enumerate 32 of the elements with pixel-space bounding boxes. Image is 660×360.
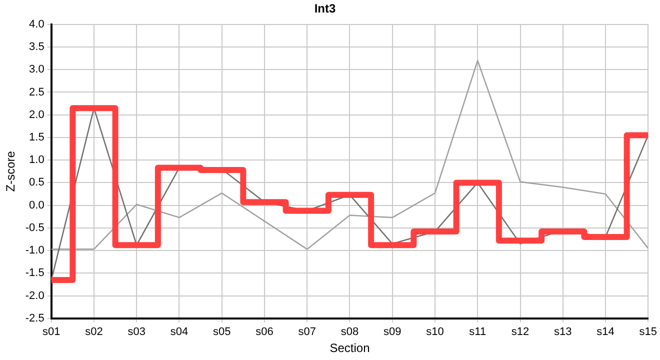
y-tick-label: -1.0 <box>25 244 44 257</box>
x-tick-label: s10 <box>426 326 444 338</box>
y-tick-label: 0.0 <box>29 199 44 212</box>
y-tick-label: -2.5 <box>25 312 44 324</box>
y-tick-label: 2.0 <box>29 108 44 121</box>
x-tick-label: s14 <box>596 326 614 338</box>
y-tick-label: 3.0 <box>29 64 44 76</box>
y-tick-label: 4.0 <box>29 18 44 30</box>
y-tick-label: 1.0 <box>29 154 44 166</box>
chart-title: Int3 <box>314 2 336 16</box>
x-tick-label: s08 <box>340 326 359 338</box>
y-tick-label: -1.5 <box>25 267 44 280</box>
x-tick-label: s04 <box>170 326 188 338</box>
x-tick-label: s13 <box>554 326 572 338</box>
y-tick-label: 2.5 <box>29 86 44 98</box>
x-tick-label: s09 <box>383 326 402 338</box>
y-tick-label: 3.5 <box>29 41 44 54</box>
x-axis-title: Section <box>330 341 370 356</box>
y-tick-label: -2.0 <box>25 290 44 302</box>
y-tick-label: 1.5 <box>29 132 44 144</box>
x-tick-label: s02 <box>85 326 103 338</box>
x-tick-label: s15 <box>639 326 658 338</box>
x-tick-label: s11 <box>469 326 486 338</box>
y-tick-label: -0.5 <box>25 222 44 234</box>
x-tick-label: s12 <box>511 326 530 338</box>
y-tick-label: 0.5 <box>29 176 44 189</box>
x-tick-label: s06 <box>256 326 274 338</box>
x-tick-label: s05 <box>212 326 231 338</box>
y-axis-title: Z-score <box>4 150 18 192</box>
x-tick-label: s03 <box>128 326 146 338</box>
x-tick-label: s01 <box>42 326 60 338</box>
x-tick-label: s07 <box>298 326 316 338</box>
